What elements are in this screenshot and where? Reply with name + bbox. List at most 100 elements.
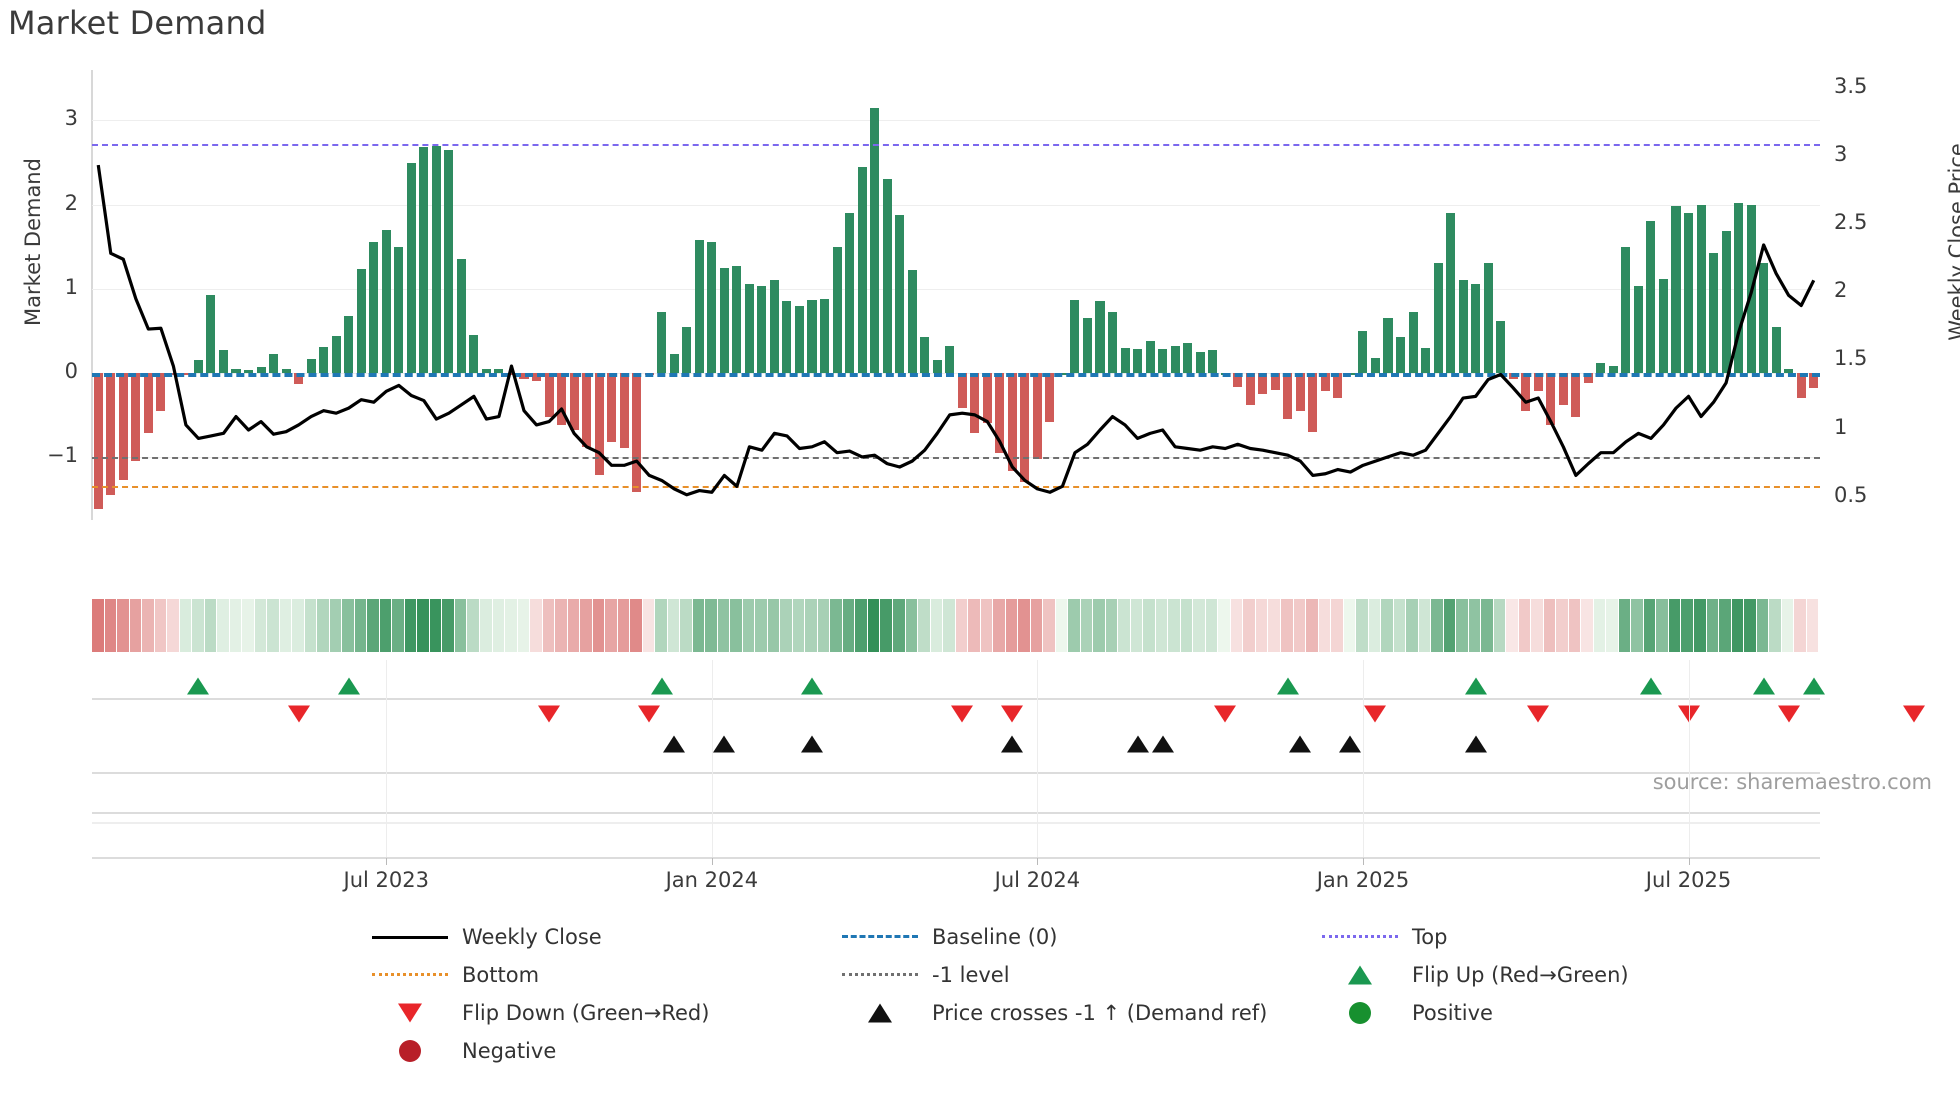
heat-strip-cell [192,599,204,652]
heat-strip-cell [1030,599,1043,652]
heat-strip-cell [742,599,755,652]
heat-strip-cell [517,599,530,652]
heat-strip-cell [1468,599,1481,652]
demand-bar [594,372,604,476]
heat-strip-cell [204,599,217,652]
demand-bar [1108,312,1118,373]
flip-up-marker [650,677,673,695]
demand-bar [1734,202,1744,373]
legend-item[interactable]: Negative [372,1039,842,1063]
demand-bar [118,372,128,481]
source-note: source: sharemaestro.com [1652,770,1932,794]
heat-strip-cell [1306,599,1318,652]
heat-strip-cell [242,599,254,652]
legend-item[interactable]: Top [1322,925,1672,949]
weekly-close-line [96,164,1816,497]
demand-bar [1020,372,1030,483]
demand-bar [256,366,266,373]
demand-bar [945,345,955,373]
marker-lane-axis-4 [92,822,1820,824]
legend-label: Flip Up (Red→Green) [1412,963,1629,987]
baseline-reference-line [92,372,1820,377]
heat-strip-cell [1018,599,1030,652]
y-axis-right-tick: 0.5 [1834,482,1868,507]
demand-bar [807,299,817,373]
heat-strip-cell [1456,599,1468,652]
legend-item[interactable]: Positive [1322,1001,1672,1025]
legend-item[interactable]: Weekly Close [372,925,842,949]
legend-label: Flip Down (Green→Red) [462,1001,710,1025]
heat-strip-cell [680,599,692,652]
heat-strip-cell [1568,599,1581,652]
demand-bar [832,246,842,373]
demand-bar [193,360,203,373]
heat-strip-cell [1118,599,1130,652]
legend-item[interactable]: Price crosses -1 ↑ (Demand ref) [842,1001,1322,1025]
heat-strip-cell [1243,599,1255,652]
demand-bar [1433,263,1443,373]
demand-bar [1283,372,1293,420]
demand-bar [1671,206,1681,373]
demand-bar [1596,362,1606,373]
heat-strip-cell [867,599,880,652]
heat-strip-cell [254,599,267,652]
y-axis-right-tick: 1.5 [1834,346,1868,371]
heat-strip-cell [392,599,404,652]
heat-strip-cell [279,599,292,652]
marker-lane-axis-3 [92,812,1820,814]
flip-up-marker [1752,677,1775,695]
heat-strip-cell [1493,599,1506,652]
demand-bar [1320,372,1330,392]
heat-strip-cell [1205,599,1218,652]
x-gridline [1037,660,1039,858]
legend-item[interactable]: -1 level [842,963,1322,987]
demand-bar [269,354,279,373]
heat-strip-cell [1381,599,1393,652]
legend-label: Negative [462,1039,557,1063]
demand-bar [306,358,316,373]
demand-bar [294,372,304,384]
legend-item[interactable]: Bottom [372,963,842,987]
heat-strip-cell [292,599,304,652]
demand-bar [281,369,291,373]
y-axis-right-tick: 2 [1834,278,1848,303]
heat-strip-cell [479,599,492,652]
demand-bar [532,372,542,382]
demand-bar [1471,284,1481,373]
legend-item[interactable]: Flip Up (Red→Green) [1322,963,1672,987]
heat-strip-cell [429,599,442,652]
heat-strip-cell [1105,599,1118,652]
heat-strip-cell [342,599,354,652]
demand-bar [106,372,116,495]
flip-up-marker [1802,677,1825,695]
demand-bar [794,305,804,373]
demand-bar [381,229,391,373]
heat-strip-cell [467,599,479,652]
legend-label: -1 level [932,963,1010,987]
heat-strip-cell [968,599,980,652]
y-axis-right-tick: 2.5 [1834,210,1868,235]
heat-strip-cell [129,599,142,652]
demand-bar [1145,340,1155,373]
heat-strip-cell [492,599,505,652]
heat-strip-cell [842,599,855,652]
heat-strip-cell [154,599,167,652]
heat-strip-cell [1068,599,1080,652]
x-axis-tick-mark [1362,858,1364,865]
legend-item[interactable]: Flip Down (Green→Red) [372,1001,842,1025]
heat-strip-cell [104,599,117,652]
legend-item[interactable]: Baseline (0) [842,925,1322,949]
flip-down-marker [1214,705,1237,723]
demand-bar [1095,301,1105,373]
heat-strip-cell [555,599,567,652]
triangle-down-icon [372,1003,448,1023]
heat-strip-cell [1093,599,1105,652]
x-gridline [386,660,388,858]
price-cross-marker [1126,735,1149,753]
demand-heat-strip [92,599,1820,652]
x-axis-tick-mark [1037,858,1039,865]
demand-bar [1233,372,1243,388]
y-axis-spine [91,70,93,520]
demand-bar [557,372,567,425]
